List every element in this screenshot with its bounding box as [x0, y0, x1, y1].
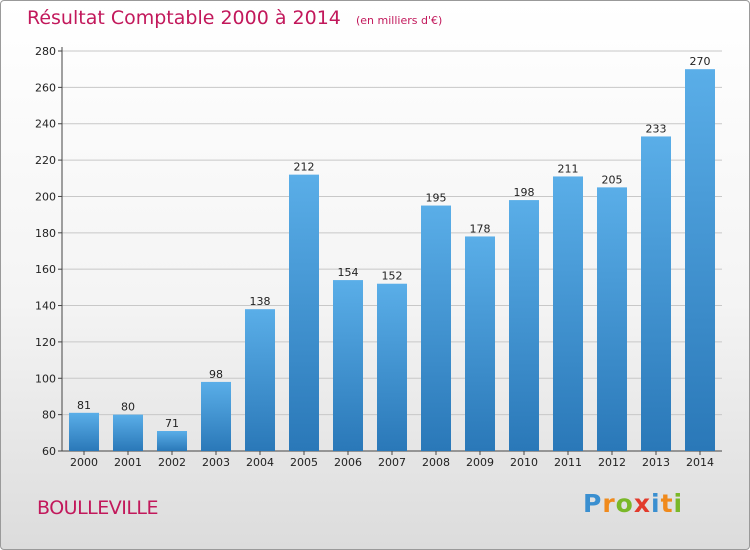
x-tick-label-2004: 2004: [246, 456, 274, 469]
value-label-2001: 80: [121, 401, 135, 414]
y-tick-label-100: 100: [35, 372, 56, 385]
x-tick-label-2002: 2002: [158, 456, 186, 469]
bar-2004: [245, 309, 275, 451]
value-label-2004: 138: [250, 295, 271, 308]
y-tick-label-160: 160: [35, 263, 56, 276]
x-tick-label-2003: 2003: [202, 456, 230, 469]
y-tick-label-260: 260: [35, 81, 56, 94]
bar-2011: [553, 176, 583, 452]
bar-2008: [421, 205, 451, 451]
y-tick-label-240: 240: [35, 118, 56, 131]
y-tick-label-60: 60: [42, 445, 56, 458]
value-label-2005: 212: [294, 161, 315, 174]
x-tick-label-2000: 2000: [70, 456, 98, 469]
value-label-2002: 71: [165, 417, 179, 430]
bar-2012: [597, 187, 627, 451]
bar-2005: [289, 174, 319, 452]
logo-letter: r: [602, 489, 616, 518]
value-label-2010: 198: [514, 186, 535, 199]
y-tick-label-200: 200: [35, 190, 56, 203]
x-tick-label-2007: 2007: [378, 456, 406, 469]
bar-2014: [685, 69, 715, 451]
x-tick-label-2006: 2006: [334, 456, 362, 469]
value-label-2000: 81: [77, 399, 91, 412]
value-label-2006: 154: [338, 266, 359, 279]
value-label-2012: 205: [602, 173, 623, 186]
x-tick-label-2010: 2010: [510, 456, 538, 469]
value-label-2014: 270: [690, 55, 711, 68]
y-tick-label-140: 140: [35, 300, 56, 313]
x-tick-label-2005: 2005: [290, 456, 318, 469]
y-tick-label-220: 220: [35, 154, 56, 167]
city-name: BOULLEVILLE: [37, 497, 159, 519]
y-tick-label-180: 180: [35, 227, 56, 240]
value-label-2013: 233: [646, 122, 667, 135]
title-unit: (en milliers d'€): [355, 14, 443, 27]
bar-2013: [641, 136, 671, 452]
x-tick-label-2008: 2008: [422, 456, 450, 469]
proxiti-logo: Proxiti: [583, 489, 683, 518]
logo-letter: x: [633, 489, 651, 518]
value-label-2008: 195: [426, 192, 447, 205]
bar-2001: [113, 414, 143, 451]
x-tick-label-2012: 2012: [598, 456, 626, 469]
x-tick-label-2013: 2013: [642, 456, 670, 469]
logo-letter: P: [583, 489, 603, 518]
value-label-2009: 178: [470, 222, 491, 235]
bar-2007: [377, 283, 407, 451]
bar-2009: [465, 236, 495, 451]
bar-2002: [157, 431, 187, 451]
logo-letter: i: [651, 489, 661, 518]
logo-letter: i: [673, 489, 684, 518]
y-tick-label-280: 280: [35, 45, 56, 58]
logo-letter: t: [660, 489, 674, 518]
value-label-2011: 211: [558, 162, 579, 175]
x-tick-label-2011: 2011: [554, 456, 582, 469]
bar-2000: [69, 412, 99, 451]
title-text: Résultat Comptable 2000 à 2014: [27, 7, 341, 29]
chart-title: Résultat Comptable 2000 à 2014 (en milli…: [27, 7, 442, 29]
bar-2006: [333, 280, 363, 451]
logo-letter: o: [615, 489, 634, 518]
x-tick-label-2009: 2009: [466, 456, 494, 469]
value-label-2007: 152: [382, 270, 403, 283]
y-tick-label-120: 120: [35, 336, 56, 349]
value-label-2003: 98: [209, 368, 223, 381]
bar-2003: [201, 381, 231, 451]
x-tick-label-2001: 2001: [114, 456, 142, 469]
y-tick-label-80: 80: [42, 409, 56, 422]
x-tick-label-2014: 2014: [686, 456, 714, 469]
bar-2010: [509, 200, 539, 451]
